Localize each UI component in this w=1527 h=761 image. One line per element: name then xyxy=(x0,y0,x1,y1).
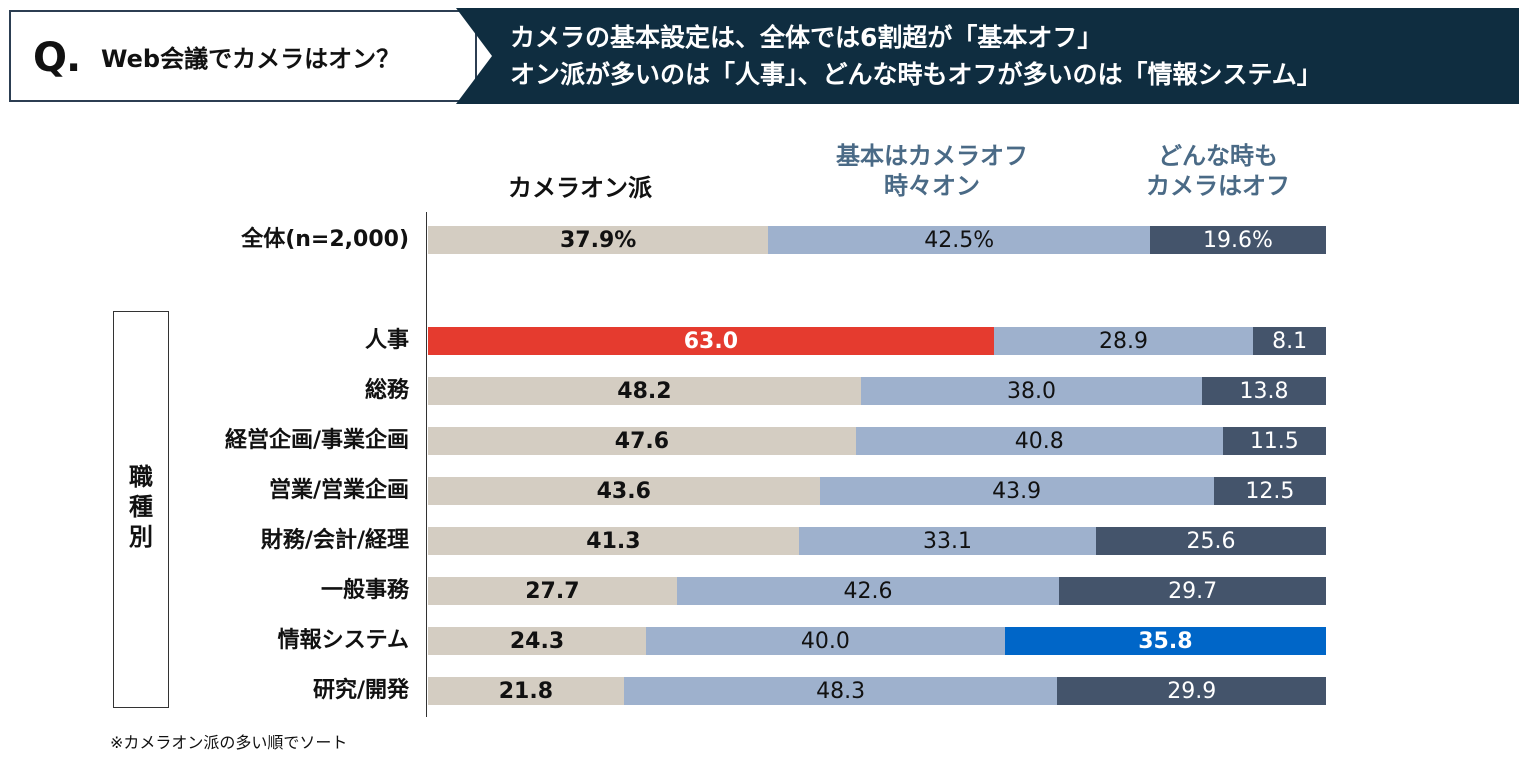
legend-series-3-line-2: カメラはオフ xyxy=(1146,172,1290,200)
bar-segment-series-1: 48.2 xyxy=(428,377,861,405)
bar-row: 43.6 43.9 12.5 xyxy=(428,477,1326,505)
category-label: 人事 xyxy=(364,328,409,353)
bar-segment-series-2: 43.9 xyxy=(819,477,1214,505)
group-label-char: 職 xyxy=(129,463,153,491)
bar-segment-series-2: 33.1 xyxy=(798,527,1097,555)
bar-row: 24.3 40.0 35.8 xyxy=(428,627,1326,655)
bar-segment-series-2: 48.3 xyxy=(623,677,1058,705)
group-box: 職種別 xyxy=(113,311,169,708)
q-mark: Q. xyxy=(33,35,81,81)
category-label: 総務 xyxy=(364,378,409,403)
category-label: 経営企画/事業企画 xyxy=(224,428,409,453)
legend-series-1: カメラオン派 xyxy=(508,174,652,202)
bar-segment-series-2: 28.9 xyxy=(993,327,1254,355)
bar-segment-series-3: 11.5 xyxy=(1222,427,1326,455)
bar-segment-series-3: 19.6% xyxy=(1149,226,1326,254)
question-text: Web会議でカメラはオン？ xyxy=(101,45,401,73)
bar-segment-series-2: 42.6 xyxy=(676,577,1060,605)
bar-segment-series-3: 29.9 xyxy=(1057,677,1326,705)
bar-row: 41.3 33.1 25.6 xyxy=(428,527,1326,555)
category-label: 営業/営業企画 xyxy=(268,478,409,503)
bar-row: 21.8 48.3 29.9 xyxy=(428,677,1326,705)
category-label: 財務/会計/経理 xyxy=(260,528,409,553)
bar-segment-series-3: 25.6 xyxy=(1096,527,1326,555)
footnote: ※カメラオン派の多い順でソート xyxy=(110,733,348,752)
bar-segment-series-1: 21.8 xyxy=(428,677,624,705)
bar-segment-series-2: 38.0 xyxy=(860,377,1203,405)
category-label: 研究/開発 xyxy=(312,678,409,703)
bar-segment-series-1: 47.6 xyxy=(428,427,856,455)
bar-segment-series-2: 40.8 xyxy=(855,427,1223,455)
bar-segment-series-3: 35.8 xyxy=(1004,627,1326,655)
bar-segment-series-2: 40.0 xyxy=(645,627,1005,655)
bar-row: 47.6 40.8 11.5 xyxy=(428,427,1326,455)
category-axis-line xyxy=(426,212,427,717)
bar-segment-series-3: 12.5 xyxy=(1213,477,1326,505)
bar-segment-series-3: 8.1 xyxy=(1253,327,1326,355)
group-label-char: 別 xyxy=(129,523,153,551)
legend-series-2: 基本はカメラオフ 時々オン xyxy=(836,141,1028,201)
category-label: 全体(n=2,000) xyxy=(241,227,409,252)
legend-series-2-line-2: 時々オン xyxy=(884,172,980,200)
bar-segment-series-1: 41.3 xyxy=(428,527,799,555)
bar-row: 63.0 28.9 8.1 xyxy=(428,327,1326,355)
bar-row: 48.2 38.0 13.8 xyxy=(428,377,1326,405)
bar-segment-series-1: 27.7 xyxy=(428,577,677,605)
legend-series-3: どんな時も カメラはオフ xyxy=(1146,141,1290,201)
question-box: Q. Web会議でカメラはオン？ xyxy=(9,10,477,102)
headline-line-1: カメラの基本設定は、全体では6割超が「基本オフ」 xyxy=(510,23,1103,52)
group-label: 職種別 xyxy=(114,462,168,552)
bar-segment-series-3: 29.7 xyxy=(1059,577,1326,605)
bar-segment-series-1: 24.3 xyxy=(428,627,646,655)
group-label-char: 種 xyxy=(129,493,153,521)
category-label: 情報システム xyxy=(277,628,409,653)
category-label: 一般事務 xyxy=(320,578,409,603)
bar-segment-series-1: 43.6 xyxy=(428,477,820,505)
headline-banner: カメラの基本設定は、全体では6割超が「基本オフ」 オン派が多いのは「人事」、どん… xyxy=(456,8,1519,104)
bar-segment-series-1: 37.9% xyxy=(428,226,769,254)
bar-segment-series-3: 13.8 xyxy=(1202,377,1326,405)
legend-series-3-line-1: どんな時も xyxy=(1158,142,1278,170)
bar-segment-series-2: 42.5% xyxy=(768,226,1150,254)
bar-row: 27.7 42.6 29.7 xyxy=(428,577,1326,605)
bar-row: 37.9% 42.5% 19.6% xyxy=(428,226,1326,254)
bar-segment-series-1: 63.0 xyxy=(428,327,994,355)
headline-line-2: オン派が多いのは「人事」、どんな時もオフが多いのは「情報システム」 xyxy=(510,60,1322,89)
legend-series-2-line-1: 基本はカメラオフ xyxy=(836,142,1028,170)
